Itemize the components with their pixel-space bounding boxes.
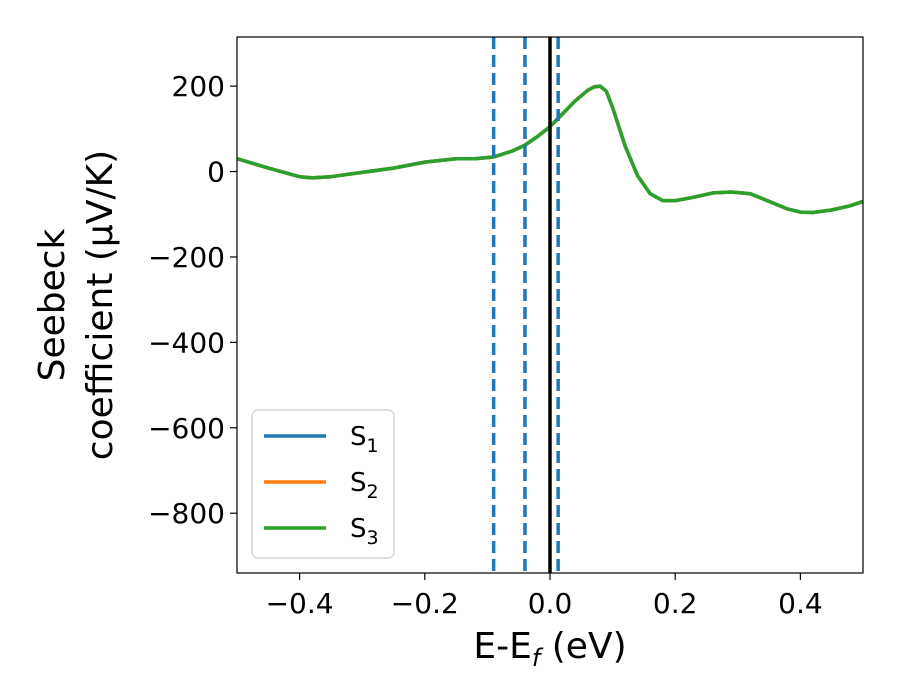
y-tick-label: −800: [148, 497, 225, 530]
x-tick-label: −0.2: [391, 587, 459, 620]
y-axis-label-line2: coefficient (μV/K): [80, 150, 121, 460]
y-tick-label: −200: [148, 241, 225, 274]
series-line-3: [237, 84, 863, 215]
legend: S1 S2 S3: [251, 409, 395, 559]
y-tick-label: −400: [148, 326, 225, 359]
legend-label-3: S3: [350, 514, 379, 549]
x-tick-label: 0.0: [528, 587, 573, 620]
legend-label-2: S2: [350, 468, 379, 503]
legend-box: [251, 409, 395, 559]
y-tick-label: 0: [207, 156, 225, 189]
x-axis-label: E-Ef (eV): [473, 626, 626, 672]
y-axis-label-line1: Seebeck: [32, 228, 73, 381]
x-tick-label: −0.4: [266, 587, 334, 620]
legend-label-1: S1: [350, 422, 379, 457]
y-tick-label: 200: [172, 70, 225, 103]
x-tick-label: 0.4: [778, 587, 823, 620]
y-tick-label: −600: [148, 412, 225, 445]
x-tick-label: 0.2: [653, 587, 698, 620]
